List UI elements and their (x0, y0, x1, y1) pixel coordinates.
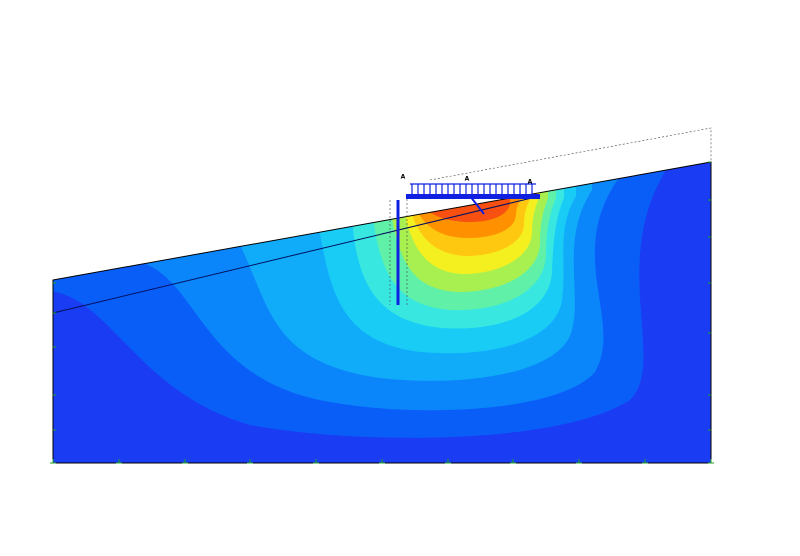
load-label: A (528, 179, 533, 186)
phreatic-line (52, 195, 541, 314)
dashed-line (429, 127, 712, 181)
load-label: A (401, 174, 406, 181)
footing (406, 194, 540, 199)
anchor (469, 195, 485, 215)
load-label: A (465, 176, 470, 183)
boundary-supports (50, 161, 714, 464)
distributed-load (410, 183, 536, 194)
